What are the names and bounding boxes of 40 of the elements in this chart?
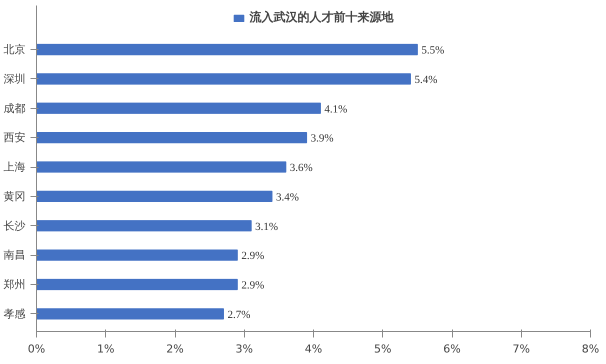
- x-tick-label: 3%: [236, 342, 253, 356]
- bar: [36, 278, 238, 290]
- x-tick-label: 1%: [97, 342, 114, 356]
- x-tick-label: 7%: [512, 342, 530, 356]
- x-tick-label: 5%: [374, 342, 392, 356]
- bar: [36, 132, 308, 144]
- data-label: 5.5%: [421, 44, 444, 57]
- data-label: 5.4%: [414, 74, 438, 86]
- bar: [36, 250, 238, 261]
- data-label: 3.1%: [255, 220, 278, 233]
- y-tick-label: 上海: [4, 160, 26, 174]
- data-label: 4.1%: [324, 103, 348, 116]
- y-tick-label: 黄冈: [4, 190, 26, 203]
- x-tick-label: 6%: [443, 342, 461, 356]
- y-tick-label: 深圳: [4, 72, 26, 86]
- y-tick-label: 长沙: [4, 219, 26, 232]
- bar: [36, 308, 224, 320]
- x-tick-label: 0%: [28, 342, 46, 356]
- data-label: 3.6%: [290, 162, 313, 174]
- y-tick-label: 北京: [4, 43, 26, 56]
- bar: [36, 161, 286, 173]
- y-tick-label: 孝感: [4, 307, 26, 320]
- bar: [36, 220, 252, 232]
- data-label: 3.9%: [310, 132, 334, 145]
- x-tick-label: 8%: [582, 342, 600, 356]
- data-label: 3.4%: [276, 191, 299, 204]
- y-tick-label: 南昌: [4, 248, 26, 262]
- data-label: 2.9%: [241, 250, 264, 262]
- legend-label: 流入武汉的人才前十来源地: [250, 9, 394, 26]
- data-label: 2.7%: [227, 308, 250, 321]
- y-tick-label: 成都: [4, 102, 26, 115]
- bar: [36, 44, 418, 56]
- x-tick-label: 4%: [304, 342, 322, 356]
- bar: [36, 73, 411, 85]
- bar: [36, 102, 321, 114]
- x-tick-label: 2%: [166, 342, 184, 356]
- bar: [36, 190, 272, 202]
- y-tick-label: 郑州: [4, 278, 26, 292]
- y-tick-label: 西安: [4, 131, 26, 144]
- data-label: 2.9%: [241, 280, 264, 292]
